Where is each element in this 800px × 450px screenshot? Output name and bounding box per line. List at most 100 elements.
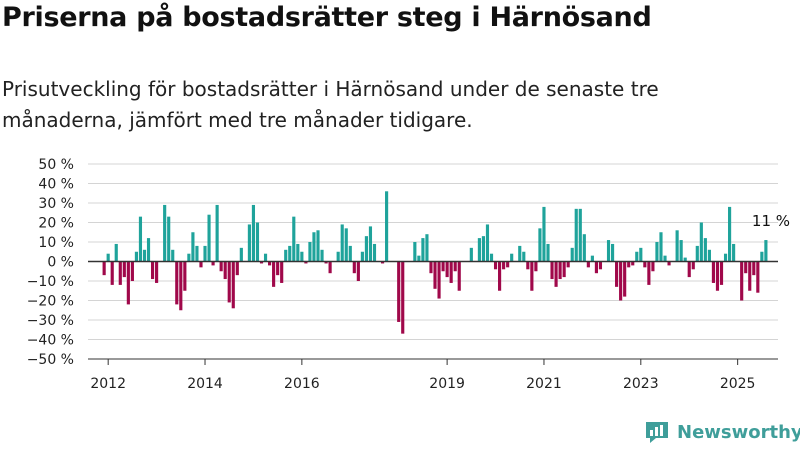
- bar: [756, 261, 760, 293]
- bar: [619, 261, 623, 301]
- bar: [380, 261, 385, 264]
- bar: [102, 261, 106, 276]
- bar: [215, 204, 219, 262]
- bar: [647, 261, 651, 285]
- y-tick-label: 40 %: [38, 177, 74, 193]
- bar: [590, 255, 594, 262]
- bar: [167, 216, 171, 262]
- bar: [324, 261, 328, 264]
- bar: [183, 261, 187, 291]
- bar: [231, 261, 235, 309]
- x-tick-label: 2023: [623, 376, 659, 392]
- annotations: 11 %: [752, 212, 790, 230]
- bar: [554, 261, 558, 287]
- bar: [360, 251, 364, 262]
- bar: [534, 261, 538, 272]
- bar: [130, 261, 134, 281]
- bar: [683, 257, 687, 262]
- bar-chart: 50 % 40 % 30 % 20 % 10 % 0 % −10 % −20 % −30 % −4…: [27, 157, 790, 392]
- x-tick-label: 2025: [720, 376, 756, 392]
- bar: [615, 261, 619, 287]
- y-tick-label: 0 %: [47, 255, 74, 271]
- bars: [102, 191, 768, 334]
- y-tick-label: −40 %: [27, 333, 74, 349]
- bar: [723, 253, 728, 262]
- bar: [425, 234, 429, 262]
- bar: [437, 261, 441, 299]
- bar: [546, 243, 550, 262]
- bar: [247, 224, 251, 262]
- y-tick-label: −10 %: [27, 274, 74, 290]
- bar: [623, 261, 627, 297]
- bar: [655, 242, 659, 262]
- bar: [385, 191, 389, 262]
- bar: [582, 234, 586, 262]
- bar: [126, 261, 130, 305]
- x-tick-label: 2014: [187, 376, 223, 392]
- bar: [372, 243, 377, 262]
- bar: [328, 261, 332, 274]
- bar: [219, 261, 223, 272]
- x-tick-label: 2021: [526, 376, 562, 392]
- bar: [566, 261, 570, 268]
- bar: [719, 261, 724, 285]
- brand-logo: Newsworthy: [644, 419, 800, 445]
- bar: [118, 261, 122, 285]
- bar: [526, 261, 530, 270]
- bar: [643, 261, 647, 268]
- bar: [570, 247, 574, 262]
- bar: [239, 247, 243, 262]
- bar: [453, 261, 457, 272]
- bar: [340, 224, 344, 262]
- bar: [300, 251, 304, 262]
- bar: [764, 240, 768, 262]
- bar: [538, 228, 542, 262]
- last-value-label: 11 %: [752, 212, 790, 230]
- bar: [457, 261, 461, 291]
- x-tick-label: 2019: [429, 376, 465, 392]
- bar: [493, 261, 498, 270]
- bar: [441, 261, 445, 272]
- bar: [732, 243, 736, 262]
- bar: [695, 245, 699, 262]
- x-tick-label: 2016: [284, 376, 320, 392]
- bar: [663, 255, 667, 262]
- bar: [627, 261, 631, 268]
- bar: [518, 245, 522, 262]
- bar: [276, 261, 280, 276]
- bar: [522, 251, 526, 262]
- bar: [122, 261, 126, 278]
- bar: [316, 230, 320, 262]
- y-tick-label: 10 %: [38, 235, 74, 251]
- bar: [715, 261, 720, 291]
- bar: [594, 261, 598, 274]
- y-axis-ticks: 50 % 40 % 30 % 20 % 10 % 0 % −10 % −20 % −30 % −4…: [27, 157, 74, 368]
- x-tick-label: 2012: [90, 376, 126, 392]
- bar: [255, 222, 260, 262]
- bar: [707, 249, 711, 262]
- bar: [748, 261, 752, 291]
- bar: [110, 261, 114, 285]
- bar: [288, 245, 292, 262]
- bar: [163, 204, 167, 262]
- bar: [578, 208, 582, 262]
- bar: [368, 226, 373, 262]
- bar: [485, 224, 490, 262]
- y-tick-label: 30 %: [38, 196, 74, 212]
- bar: [251, 204, 256, 262]
- bar: [263, 253, 268, 262]
- y-tick-label: −50 %: [27, 352, 74, 368]
- bar: [146, 238, 151, 262]
- bar: [150, 261, 155, 280]
- bar: [352, 261, 356, 274]
- y-tick-label: 20 %: [38, 216, 74, 232]
- bar: [469, 247, 473, 262]
- bar: [308, 242, 312, 262]
- bar: [687, 261, 691, 278]
- bar: [195, 245, 199, 262]
- newsworthy-logo-icon: [646, 422, 668, 443]
- bar: [292, 216, 296, 262]
- bar: [397, 261, 401, 322]
- bar: [106, 253, 110, 262]
- bar: [691, 261, 695, 270]
